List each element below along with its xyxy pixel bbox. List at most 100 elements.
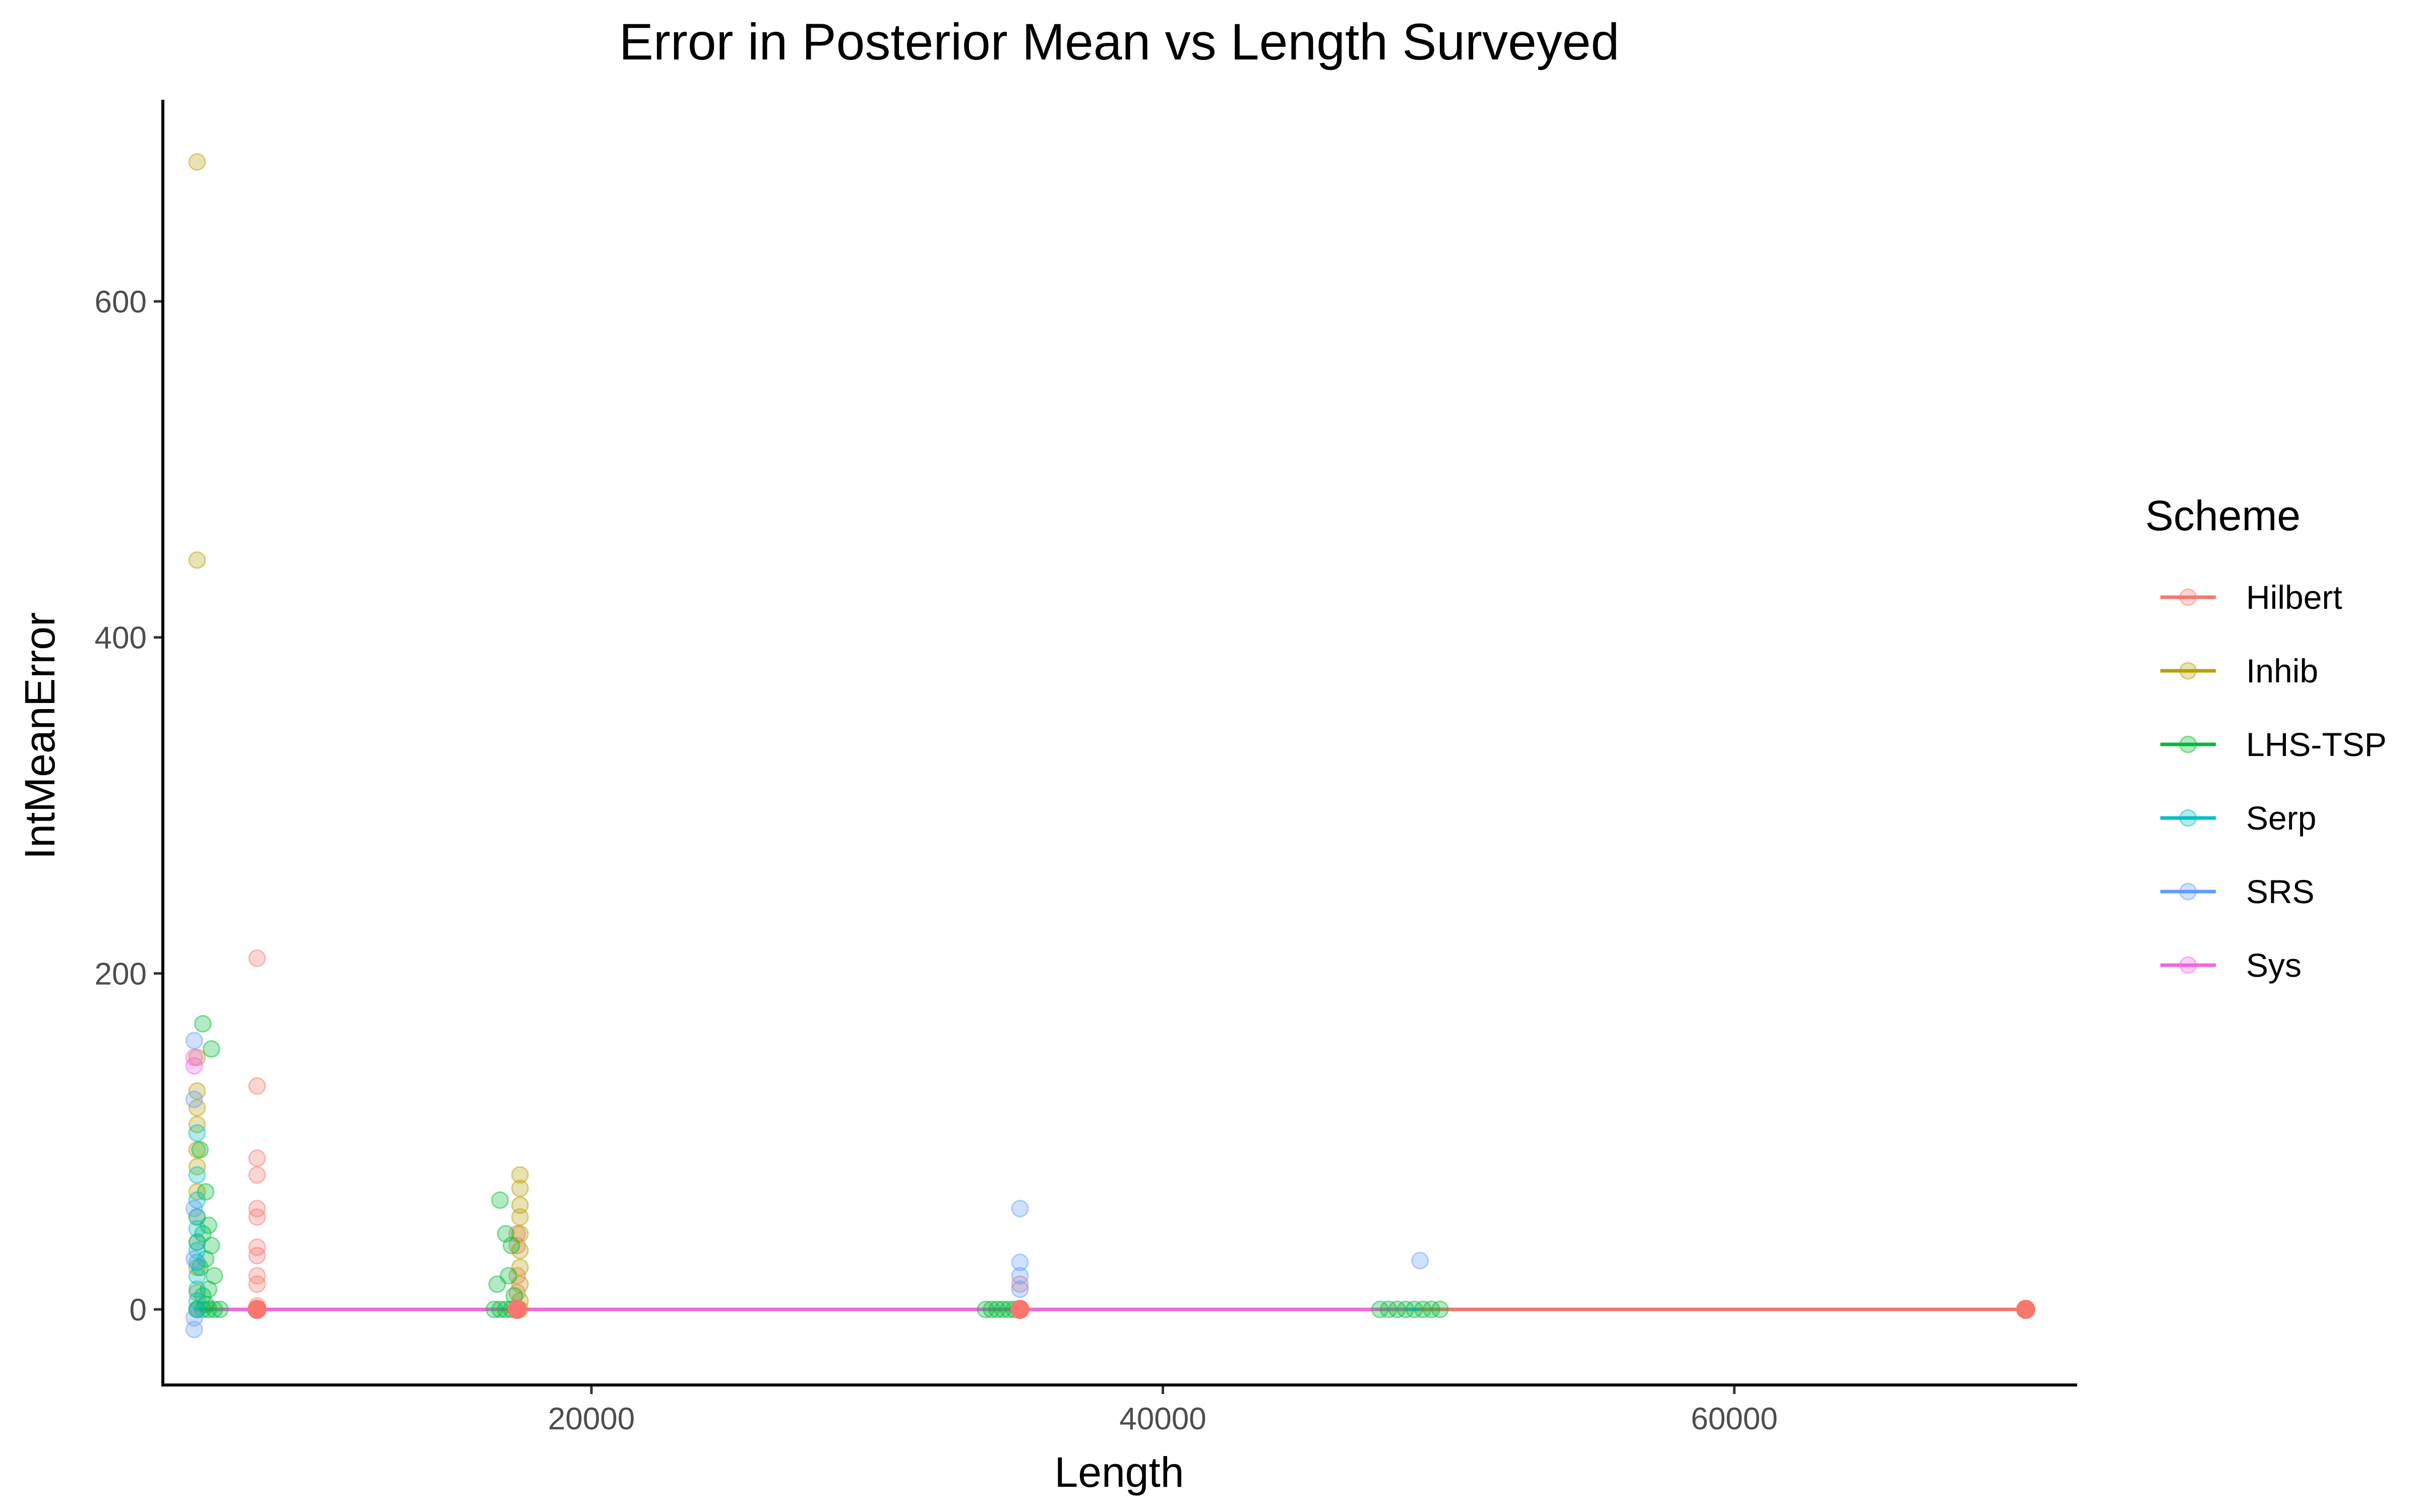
point-lhs-tsp [485, 1300, 503, 1318]
point-serp [188, 1166, 206, 1184]
point-inhib [188, 1284, 206, 1302]
mean-point-hilbert [2016, 1300, 2035, 1319]
point-inhib [188, 1233, 206, 1251]
point-hilbert [248, 1166, 266, 1184]
legend-label: SRS [2246, 873, 2315, 910]
legend-key-point [2179, 588, 2197, 606]
point-lhs-tsp [194, 1300, 212, 1318]
point-lhs-tsp [202, 1040, 220, 1058]
point-srs [1011, 1200, 1029, 1218]
point-lhs-tsp [194, 1287, 212, 1305]
point-lhs-tsp [977, 1300, 995, 1318]
legend-key-point [2179, 883, 2197, 901]
point-srs [185, 1320, 203, 1339]
point-inhib [188, 1208, 206, 1226]
point-hilbert [1011, 1275, 1029, 1293]
point-inhib [188, 551, 206, 569]
point-srs [1011, 1280, 1029, 1298]
point-srs [1011, 1267, 1029, 1285]
legend-item-serp: Serp [2160, 799, 2316, 837]
point-lhs-tsp [197, 1250, 215, 1268]
point-inhib [188, 1258, 206, 1277]
point-serp [188, 1124, 206, 1142]
x-tick-label: 20000 [548, 1402, 635, 1436]
point-hilbert [508, 1267, 526, 1285]
point-lhs-tsp [1414, 1300, 1432, 1318]
point-lhs-tsp [191, 1141, 209, 1159]
point-inhib [511, 1196, 529, 1214]
point-lhs-tsp [200, 1216, 218, 1234]
point-serp [188, 1253, 206, 1272]
data-points [185, 153, 2035, 1339]
point-srs [185, 1250, 203, 1268]
point-hilbert [248, 1275, 266, 1293]
legend-key-point [2179, 662, 2197, 680]
point-srs [1011, 1253, 1029, 1272]
point-serp [188, 1233, 206, 1251]
point-inhib [188, 1115, 206, 1133]
point-sys [185, 1048, 203, 1066]
mean-point-hilbert [1010, 1300, 1030, 1319]
point-inhib [188, 1183, 206, 1201]
point-sys [185, 1057, 203, 1075]
point-lhs-tsp [983, 1300, 1000, 1318]
point-serp [188, 1280, 206, 1298]
point-inhib [511, 1166, 529, 1184]
point-inhib [511, 1275, 529, 1293]
point-serp [188, 1300, 206, 1318]
point-srs [185, 1200, 203, 1218]
legend-item-srs: SRS [2160, 873, 2315, 910]
point-inhib [511, 1208, 529, 1226]
legend-key-point [2179, 956, 2197, 974]
legend-item-sys: Sys [2160, 947, 2302, 984]
point-serp [188, 1292, 206, 1310]
point-inhib [511, 1258, 529, 1277]
point-inhib [188, 1099, 206, 1117]
point-hilbert [248, 1077, 266, 1095]
y-tick-label: 400 [95, 621, 147, 656]
point-lhs-tsp [1371, 1300, 1389, 1318]
point-inhib [188, 153, 206, 171]
point-lhs-tsp [497, 1225, 515, 1243]
legend-key-point [2179, 809, 2197, 827]
y-tick-label: 200 [95, 957, 147, 991]
legend-item-hilbert: Hilbert [2160, 579, 2342, 616]
point-hilbert [248, 949, 266, 967]
y-tick-label: 600 [95, 285, 147, 320]
point-lhs-tsp [1405, 1300, 1423, 1318]
point-hilbert [248, 1149, 266, 1167]
point-inhib [188, 1048, 206, 1066]
point-lhs-tsp [1397, 1300, 1415, 1318]
point-lhs-tsp [197, 1183, 215, 1201]
point-lhs-tsp [200, 1280, 218, 1298]
legend-label: Serp [2246, 799, 2316, 837]
mean-point-hilbert [507, 1300, 527, 1319]
point-lhs-tsp [988, 1300, 1006, 1318]
legend: Scheme Hilbert Inhib LHS-TSP Serp SRS Sys [2145, 492, 2387, 984]
point-hilbert [248, 1267, 266, 1285]
legend-key-point [2179, 735, 2197, 753]
point-lhs-tsp [200, 1300, 218, 1318]
legend-label: Sys [2246, 947, 2302, 984]
point-lhs-tsp [188, 1300, 206, 1318]
legend-title: Scheme [2145, 492, 2301, 539]
x-tick-label: 60000 [1691, 1402, 1778, 1436]
point-srs [185, 1309, 203, 1327]
point-inhib [511, 1241, 529, 1259]
point-inhib [188, 1300, 206, 1318]
chart-title: Error in Posterior Mean vs Length Survey… [619, 13, 1619, 71]
point-lhs-tsp [205, 1300, 223, 1318]
legend-item-lhs-tsp: LHS-TSP [2160, 726, 2387, 763]
point-lhs-tsp [205, 1267, 223, 1285]
point-lhs-tsp [194, 1225, 212, 1243]
point-lhs-tsp [197, 1295, 215, 1313]
point-inhib [188, 1082, 206, 1100]
point-hilbert [248, 1246, 266, 1265]
point-srs [185, 1032, 203, 1050]
point-lhs-tsp [1388, 1300, 1406, 1318]
x-tick-label: 40000 [1119, 1402, 1206, 1436]
point-lhs-tsp [488, 1275, 506, 1293]
point-lhs-tsp [500, 1267, 518, 1285]
legend-item-inhib: Inhib [2160, 652, 2318, 689]
